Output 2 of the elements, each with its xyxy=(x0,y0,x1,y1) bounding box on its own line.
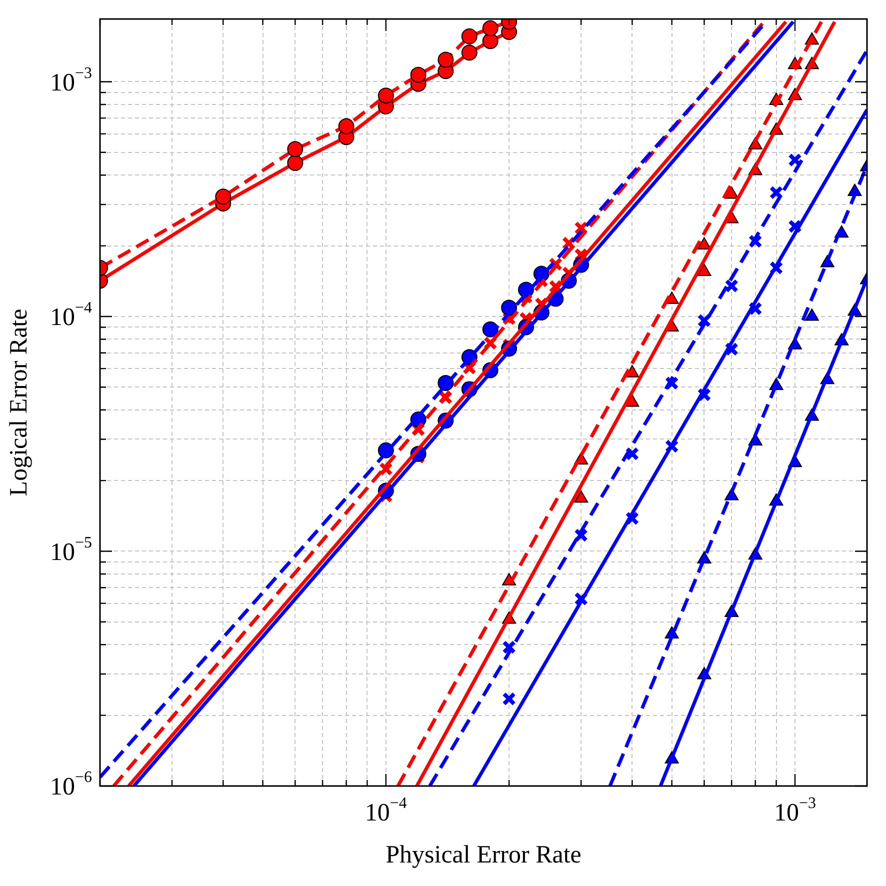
y-axis-title: Logical Error Rate xyxy=(6,308,33,496)
x-axis-title: Physical Error Rate xyxy=(386,842,582,869)
